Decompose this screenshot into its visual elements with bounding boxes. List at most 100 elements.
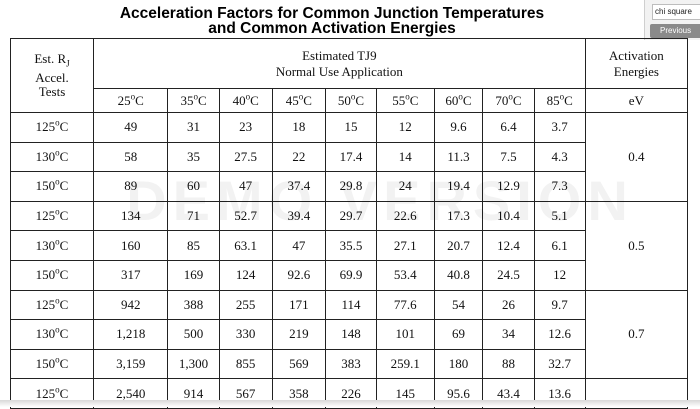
row-test-temperature: 150oC <box>10 259 94 291</box>
acceleration-factor-value: 569 <box>289 356 309 372</box>
temp-header-unit: C <box>564 92 573 108</box>
degree-symbol: o <box>559 91 565 102</box>
acceleration-factor-value: 169 <box>183 267 204 283</box>
acceleration-factor-cell: 134 <box>92 200 169 232</box>
acceleration-factor-cell: 855 <box>218 348 273 380</box>
activation-header-line-1: Activation <box>608 47 664 63</box>
acceleration-factor-cell: 60 <box>167 171 220 202</box>
temp-column-header: 40oC <box>218 88 273 113</box>
acceleration-factor-value: 12.4 <box>497 237 520 253</box>
acceleration-factor-value: 27.1 <box>393 237 417 253</box>
acceleration-factor-cell: 12.6 <box>533 319 586 350</box>
acceleration-factor-cell: 69 <box>433 319 484 350</box>
previous-button[interactable]: Previous <box>650 24 700 38</box>
acceleration-factor-cell: 9.7 <box>533 289 586 321</box>
acceleration-factor-value: 22.6 <box>393 208 417 224</box>
degree-symbol: o <box>350 91 356 102</box>
row-temp-unit: C <box>59 208 69 224</box>
acceleration-factor-cell: 35.5 <box>324 230 378 261</box>
acceleration-factor-cell: 500 <box>167 319 220 350</box>
row-test-temperature: 125oC <box>10 112 94 143</box>
acceleration-factor-value: 219 <box>289 326 309 342</box>
degree-symbol: o <box>55 325 60 336</box>
temp-header-unit: C <box>409 92 419 108</box>
row-temp-unit: C <box>59 326 69 342</box>
acceleration-factor-value: 58 <box>124 148 138 164</box>
table-row: 130oC 1,218 500 330 219 148 101 69 34 12.6 <box>10 319 688 350</box>
acceleration-factor-cell: 12.4 <box>482 230 535 261</box>
acceleration-factor-value: 12.9 <box>497 178 520 194</box>
temp-header-unit: C <box>355 92 365 108</box>
row-temp-value: 150 <box>35 178 56 194</box>
table-row: 125oC 134 71 52.7 39.4 29.7 22.6 17.3 10.4 5.1 0.5 <box>10 200 689 291</box>
activation-energy-value: 0.4 <box>628 148 645 164</box>
temp-header-value: 35 <box>180 92 194 108</box>
row-test-temperature: 130oC <box>10 230 94 261</box>
acceleration-factor-cell: 19.4 <box>433 171 484 202</box>
row-temp-unit: C <box>59 148 69 164</box>
acceleration-factor-cell: 54 <box>433 289 484 321</box>
acceleration-factor-value: 148 <box>341 326 361 342</box>
acceleration-factor-value: 10.4 <box>497 208 520 224</box>
ev-unit-header: eV <box>584 88 689 113</box>
acceleration-factor-value: 114 <box>341 296 361 312</box>
header-row-temperatures: 25oC 35oC 40oC 45oC 50oC 55oC 60oC 70oC 85oC eV <box>11 88 689 113</box>
ev-unit-label: eV <box>628 92 644 108</box>
degree-symbol: o <box>55 354 60 365</box>
acceleration-factor-cell: 5.1 <box>533 200 586 232</box>
acceleration-factor-cell: 7.5 <box>482 141 535 173</box>
search-input[interactable]: chi square <box>652 4 700 20</box>
acceleration-factor-cell: 569 <box>271 348 326 380</box>
acceleration-factor-cell: 39.4 <box>271 200 326 232</box>
row-temp-unit: C <box>59 237 69 253</box>
row-temp-value: 125 <box>35 385 56 401</box>
acceleration-factor-value: 29.8 <box>339 178 363 194</box>
acceleration-factor-cell: 330 <box>218 319 273 350</box>
acceleration-factor-value: 9.7 <box>551 296 568 312</box>
acceleration-factor-value: 22 <box>292 148 306 164</box>
group-header-line-1: Estimated TJ9 <box>302 47 377 63</box>
acceleration-factor-cell: 32.7 <box>533 348 586 380</box>
acceleration-factor-cell: 101 <box>376 319 435 350</box>
row-temp-unit: C <box>59 267 69 283</box>
acceleration-factor-cell: 31 <box>167 112 220 143</box>
temp-header-value: 40 <box>232 92 246 108</box>
acceleration-factor-value: 20.7 <box>447 237 470 253</box>
acceleration-factor-value: 3.7 <box>551 119 568 135</box>
acceleration-factor-cell: 6.4 <box>482 112 535 143</box>
acceleration-factor-value: 37.4 <box>287 178 311 194</box>
acceleration-factor-value: 317 <box>120 267 141 283</box>
acceleration-factor-value: 3,159 <box>116 356 146 372</box>
acceleration-factor-cell: 388 <box>167 289 220 321</box>
temp-header-unit: C <box>462 92 472 108</box>
activation-energy-cell: 0.7 <box>584 289 689 380</box>
acceleration-factor-value: 358 <box>289 385 309 401</box>
degree-symbol: o <box>55 117 60 128</box>
row-temp-value: 130 <box>35 237 56 253</box>
acceleration-factor-value: 52.7 <box>234 208 258 224</box>
row-test-temperature: 150oC <box>10 348 94 380</box>
acceleration-factor-table: Est. RJ Accel. Tests Estimated TJ9 Normal Us… <box>10 38 689 409</box>
acceleration-factor-value: 567 <box>235 385 256 401</box>
group-header-line-2: Normal Use Application <box>275 63 403 79</box>
acceleration-factor-cell: 15 <box>324 112 378 143</box>
acceleration-factor-cell: 17.3 <box>433 200 484 232</box>
temp-header-unit: C <box>250 92 259 108</box>
acceleration-factor-value: 49 <box>124 119 138 135</box>
acceleration-factor-cell: 219 <box>271 319 326 350</box>
acceleration-factor-value: 6.4 <box>500 119 517 135</box>
acceleration-factor-value: 17.3 <box>447 208 470 224</box>
activation-header-line-2: Energies <box>613 63 659 79</box>
acceleration-factor-value: 71 <box>187 208 201 224</box>
acceleration-factor-cell: 124 <box>218 259 273 291</box>
acceleration-factor-cell: 114 <box>324 289 378 321</box>
row-temp-value: 125 <box>35 208 56 224</box>
acceleration-factor-value: 388 <box>183 296 204 312</box>
acceleration-factor-value: 1,218 <box>116 326 146 342</box>
degree-symbol: o <box>55 265 60 276</box>
acceleration-factor-value: 134 <box>120 208 141 224</box>
table-row: 150oC 3,159 1,300 855 569 383 259.1 180 88 32.7 <box>10 348 688 380</box>
acceleration-factor-cell: 3.7 <box>533 112 586 143</box>
acceleration-factor-cell: 85 <box>167 230 220 261</box>
acceleration-factor-cell: 27.1 <box>376 230 435 261</box>
